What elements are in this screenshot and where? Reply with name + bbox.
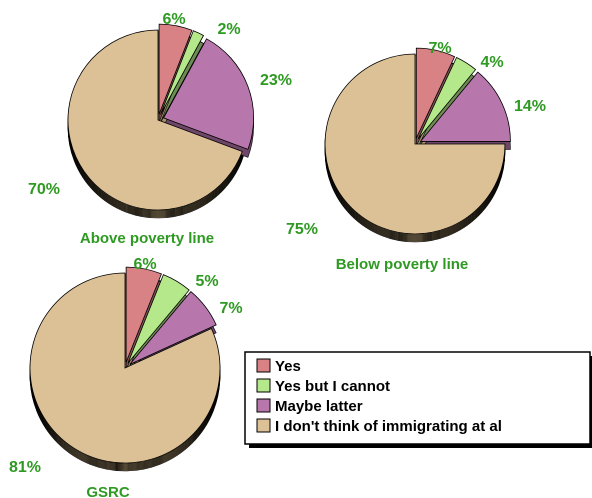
legend-swatch: [256, 378, 271, 393]
pie-value-label: 70%: [28, 181, 60, 198]
pie-value-label: 7%: [428, 40, 451, 57]
pie-chart: 6% 5%7% 81% GSRC: [9, 256, 243, 498]
pie-charts: 6% 2% 23% 70% Above poverty line 7% 4% 14% 75% Be…: [9, 11, 546, 498]
pie-slice: [129, 291, 217, 365]
legend-entry: I don't think of immigrating at al: [256, 418, 502, 435]
legend-label: Yes but I cannot: [275, 378, 390, 395]
pie-value-label: 23%: [260, 72, 292, 89]
pie-slice: [163, 38, 254, 150]
legend: Yes Yes but I cannot Maybe latter I don't t…: [244, 351, 592, 448]
pie-value-label: 75%: [286, 221, 318, 238]
legend-box: [244, 351, 591, 445]
pie-value-label: 5%: [195, 273, 218, 290]
pie-title: GSRC: [86, 484, 130, 498]
pie-slice: [415, 47, 456, 139]
pie-value-label: 14%: [514, 98, 546, 115]
pie-value-label: 7%: [219, 300, 242, 317]
pie-slice: [324, 53, 506, 235]
legend-entry: Yes: [256, 358, 301, 375]
pie-value-label: 6%: [133, 256, 156, 273]
legend-swatch: [256, 398, 271, 413]
pie-value-label: 81%: [9, 459, 41, 476]
pie-title: Above poverty line: [80, 230, 214, 247]
pie-value-label: 4%: [480, 54, 503, 71]
legend-swatch: [256, 358, 271, 373]
pie-slice: [417, 56, 477, 140]
pie-slice: [127, 274, 190, 364]
legend-label: Maybe latter: [275, 398, 363, 415]
pie-slice: [419, 71, 511, 142]
pie-chart: 7% 4% 14% 75% Below poverty line: [286, 40, 546, 273]
legend-swatch: [256, 418, 271, 433]
pie-slice: [29, 272, 221, 464]
pie-slice: [160, 30, 205, 115]
legend-label: I don't think of immigrating at al: [275, 418, 502, 435]
legend-label: Yes: [275, 358, 301, 375]
pie-slice: [125, 266, 162, 363]
pie-value-label: 6%: [162, 11, 185, 28]
pie-chart: 6% 2% 23% 70% Above poverty line: [28, 11, 292, 247]
pie-slice: [67, 29, 243, 211]
legend-entry: Yes but I cannot: [256, 378, 390, 395]
pie-slice: [158, 23, 193, 115]
pie-value-label: 2%: [217, 21, 240, 38]
legend-entry: Maybe latter: [256, 398, 363, 415]
pie-title: Below poverty line: [336, 256, 469, 273]
